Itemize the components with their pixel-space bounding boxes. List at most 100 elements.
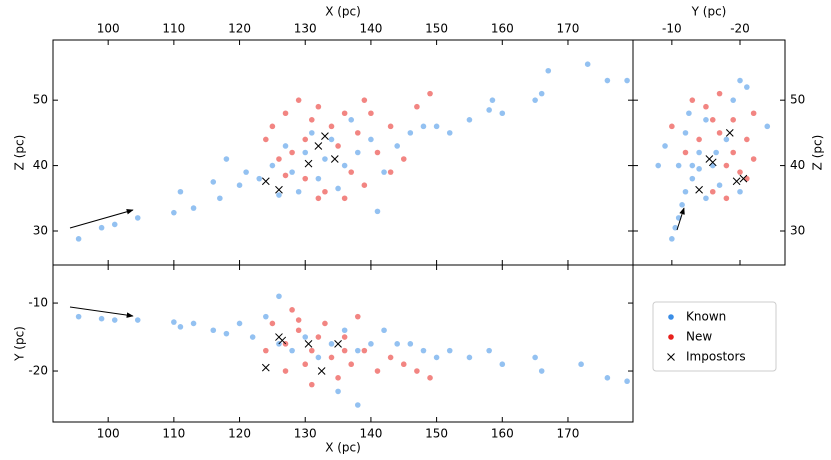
x-tick-label: 110 [162, 22, 185, 36]
point [545, 67, 552, 74]
point [263, 347, 269, 354]
x-tick-label: 160 [491, 22, 514, 36]
point [269, 320, 276, 327]
point [328, 341, 335, 347]
point [387, 169, 394, 175]
point [328, 354, 335, 361]
point [354, 347, 361, 354]
point [289, 169, 295, 175]
point [236, 320, 243, 327]
point [282, 110, 289, 117]
point [177, 188, 184, 195]
point [361, 97, 368, 103]
point [739, 174, 748, 183]
point [750, 156, 757, 162]
y-axis-label: Z (pc) [811, 135, 825, 171]
point [387, 123, 394, 130]
point [111, 317, 118, 323]
point [689, 175, 696, 182]
point [354, 313, 361, 320]
x-axis-label: X (pc) [325, 441, 361, 455]
point [322, 320, 328, 327]
point [374, 149, 381, 156]
arrow [69, 209, 134, 229]
point [295, 97, 302, 103]
point [302, 334, 309, 340]
x-tick-label: 120 [228, 22, 251, 36]
point [223, 330, 230, 337]
point [679, 202, 685, 208]
point [361, 182, 368, 189]
x-tick-label: -10 [662, 22, 682, 36]
point [387, 354, 394, 361]
point [486, 107, 492, 113]
point [190, 320, 197, 327]
point [624, 378, 630, 385]
x-tick-label: -20 [730, 22, 750, 36]
point [328, 136, 335, 143]
point [341, 327, 348, 334]
point [730, 149, 736, 156]
point [304, 339, 313, 348]
point [696, 166, 702, 172]
point [315, 175, 322, 182]
point [368, 110, 374, 117]
point [368, 341, 374, 347]
point [348, 116, 355, 123]
point [400, 156, 407, 162]
point [361, 347, 368, 354]
point [407, 341, 414, 347]
point [696, 149, 702, 156]
point [725, 129, 734, 137]
point [322, 156, 328, 162]
point [263, 136, 269, 143]
legend-marker [667, 353, 675, 361]
point [236, 182, 243, 189]
legend [652, 301, 777, 372]
point [744, 136, 750, 143]
point [314, 142, 323, 150]
plot-area [75, 61, 771, 408]
point [302, 149, 309, 156]
axes-frame [52, 264, 634, 423]
point [730, 116, 736, 123]
point [330, 155, 339, 163]
point [723, 195, 730, 202]
point [190, 205, 197, 211]
point [315, 103, 322, 110]
point [723, 162, 730, 169]
point [730, 97, 736, 103]
point [276, 293, 282, 300]
point [499, 110, 506, 117]
point [420, 347, 427, 354]
point [341, 162, 348, 169]
point [374, 368, 381, 374]
x-tick-label: 130 [294, 22, 317, 36]
x-tick-label: 140 [359, 427, 382, 441]
point [354, 130, 361, 136]
point [414, 103, 420, 110]
point [334, 339, 342, 348]
point [341, 195, 348, 202]
point [695, 185, 703, 194]
point [669, 236, 675, 242]
point [381, 169, 387, 175]
point [532, 97, 538, 103]
point [295, 188, 302, 195]
point [322, 188, 328, 195]
point [302, 175, 309, 182]
point [672, 224, 679, 231]
point [466, 116, 473, 123]
x-tick-label: 150 [425, 427, 448, 441]
point [368, 136, 374, 143]
legend-label: Impostors [686, 350, 746, 364]
point [604, 375, 611, 381]
point [662, 143, 668, 149]
point [223, 156, 230, 162]
panel [75, 293, 630, 408]
point [348, 169, 355, 175]
point [308, 130, 315, 136]
y-tick-label: 30 [33, 223, 48, 237]
x-tick-label: 110 [162, 427, 185, 441]
y-tick-label: 40 [33, 158, 48, 172]
